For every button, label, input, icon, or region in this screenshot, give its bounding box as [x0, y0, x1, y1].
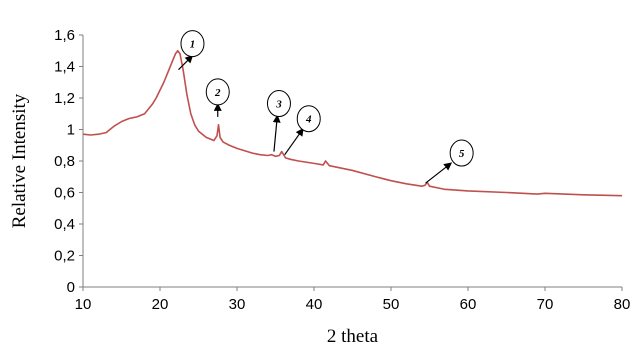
- y-tick-label: 0,2: [54, 248, 75, 265]
- callout-arrow: [178, 54, 194, 71]
- callout-label: 1: [190, 39, 196, 51]
- callout-arrow: [425, 162, 453, 184]
- x-axis-title: 2 theta: [327, 326, 379, 347]
- x-tick-label: 10: [75, 296, 92, 313]
- callout-label: 4: [305, 114, 312, 126]
- x-tick-label: 60: [460, 296, 477, 313]
- callout-label: 2: [214, 87, 221, 99]
- y-axis: 0 0,2 0,4 0,6 0,8 1 1,2 1,4 1,6: [54, 27, 84, 296]
- y-tick-label: 1: [67, 122, 75, 139]
- callout-circle: [205, 78, 230, 106]
- peak-callouts: 1 2 3 4 5: [178, 30, 474, 184]
- callout-circle: [266, 90, 291, 118]
- peak-callout: 1: [178, 30, 205, 71]
- x-tick-label: 40: [306, 296, 323, 313]
- callout-label: 3: [275, 99, 282, 111]
- y-tick-label: 1,2: [54, 90, 75, 107]
- y-tick-label: 0,6: [54, 185, 75, 202]
- callout-arrow: [272, 114, 281, 152]
- x-tick-label: 70: [537, 296, 554, 313]
- y-tick-label: 0: [67, 279, 75, 296]
- callout-arrow: [284, 127, 304, 156]
- x-tick-label: 80: [614, 296, 631, 313]
- peak-callout: 2: [205, 78, 230, 117]
- callout-label: 5: [459, 148, 465, 160]
- y-tick-label: 1,4: [54, 59, 75, 76]
- peak-callout: 3: [266, 90, 291, 152]
- series-line: [82, 49, 623, 197]
- plot-area: [82, 49, 623, 197]
- callout-circle: [180, 30, 205, 58]
- peak-callout: 4: [284, 105, 321, 156]
- x-axis: 10 20 30 40 50 60 70 80: [75, 286, 631, 313]
- x-tick-label: 50: [383, 296, 400, 313]
- y-tick-label: 0,4: [54, 216, 75, 233]
- y-tick-label: 0,8: [54, 153, 75, 170]
- x-tick-label: 20: [152, 296, 169, 313]
- callout-circle: [449, 139, 474, 167]
- peak-callout: 5: [425, 139, 474, 184]
- y-axis-title: Relative Intensity: [9, 93, 30, 228]
- callout-circle: [296, 105, 321, 133]
- y-tick-label: 1,6: [54, 27, 75, 44]
- x-tick-label: 30: [229, 296, 246, 313]
